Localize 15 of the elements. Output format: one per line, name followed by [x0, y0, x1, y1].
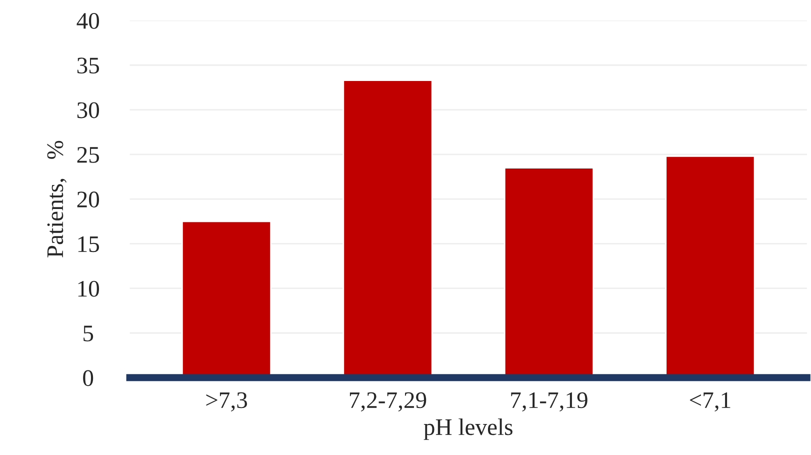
x-tick-label: <7,1 — [690, 392, 730, 412]
y-tick-label: 0 — [83, 370, 94, 386]
x-axis-title: pH levels — [424, 418, 512, 440]
x-tick-label: 7,1-7,19 — [511, 392, 588, 412]
y-tick-label: 30 — [77, 102, 99, 118]
x-tick-label: >7,3 — [206, 392, 247, 412]
y-axis-title: Patients, % — [47, 140, 67, 258]
y-tick-label: 20 — [77, 192, 99, 208]
y-tick-label: 25 — [77, 146, 99, 163]
y-tick-label: 15 — [78, 236, 99, 252]
y-tick-label: 35 — [77, 58, 99, 74]
y-tick-label: 10 — [78, 280, 99, 297]
y-tick-label: 40 — [76, 12, 99, 29]
y-tick-label: 5 — [84, 326, 94, 342]
x-tick-label: 7,2-7,29 — [350, 392, 426, 412]
